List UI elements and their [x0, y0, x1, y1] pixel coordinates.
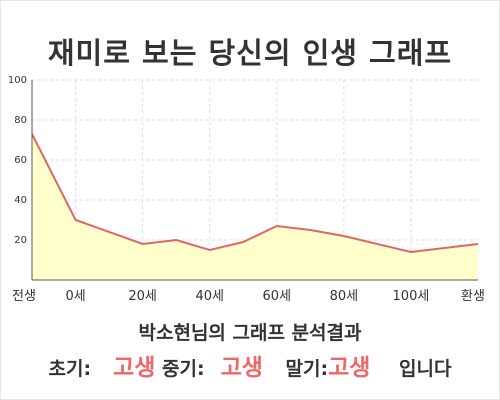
x-tick-label: 0세	[65, 289, 85, 304]
y-tick-label: 100	[8, 75, 27, 86]
x-tick-label: 100세	[393, 289, 430, 304]
chart-title: 재미로 보는 당신의 인생 그래프	[47, 36, 453, 70]
late-value: 고생	[328, 355, 371, 381]
x-tick-labels: 전생 0세 20세 40세 60세 80세 100세 환생	[12, 289, 485, 304]
result-caption: 박소현님의 그래프 분석결과	[138, 322, 362, 344]
x-tick-label: 20세	[128, 289, 157, 304]
mid-label: 중기:	[162, 358, 205, 380]
x-tick-label: 80세	[330, 289, 359, 304]
x-tick-label: 전생	[12, 289, 36, 304]
mid-value: 고생	[220, 355, 263, 381]
suffix-text: 입니다	[399, 358, 452, 380]
y-tick-label: 40	[14, 195, 27, 206]
y-tick-label: 80	[14, 115, 27, 126]
x-tick-label: 40세	[195, 289, 224, 304]
x-tick-label: 60세	[263, 289, 292, 304]
life-line	[31, 133, 479, 254]
result-summary: 초기: 고생 중기: 고생 말기:고생 입니다	[0, 348, 500, 382]
y-tick-label: 20	[14, 235, 27, 246]
late-label: 말기:	[285, 358, 329, 380]
life-area	[32, 134, 478, 280]
x-tick-label: 환생	[461, 289, 485, 304]
y-tick-label: 60	[14, 155, 27, 166]
y-tick-labels: 20 40 60 80 100	[8, 75, 27, 246]
early-value: 고생	[113, 355, 156, 381]
early-label: 초기:	[48, 358, 92, 380]
